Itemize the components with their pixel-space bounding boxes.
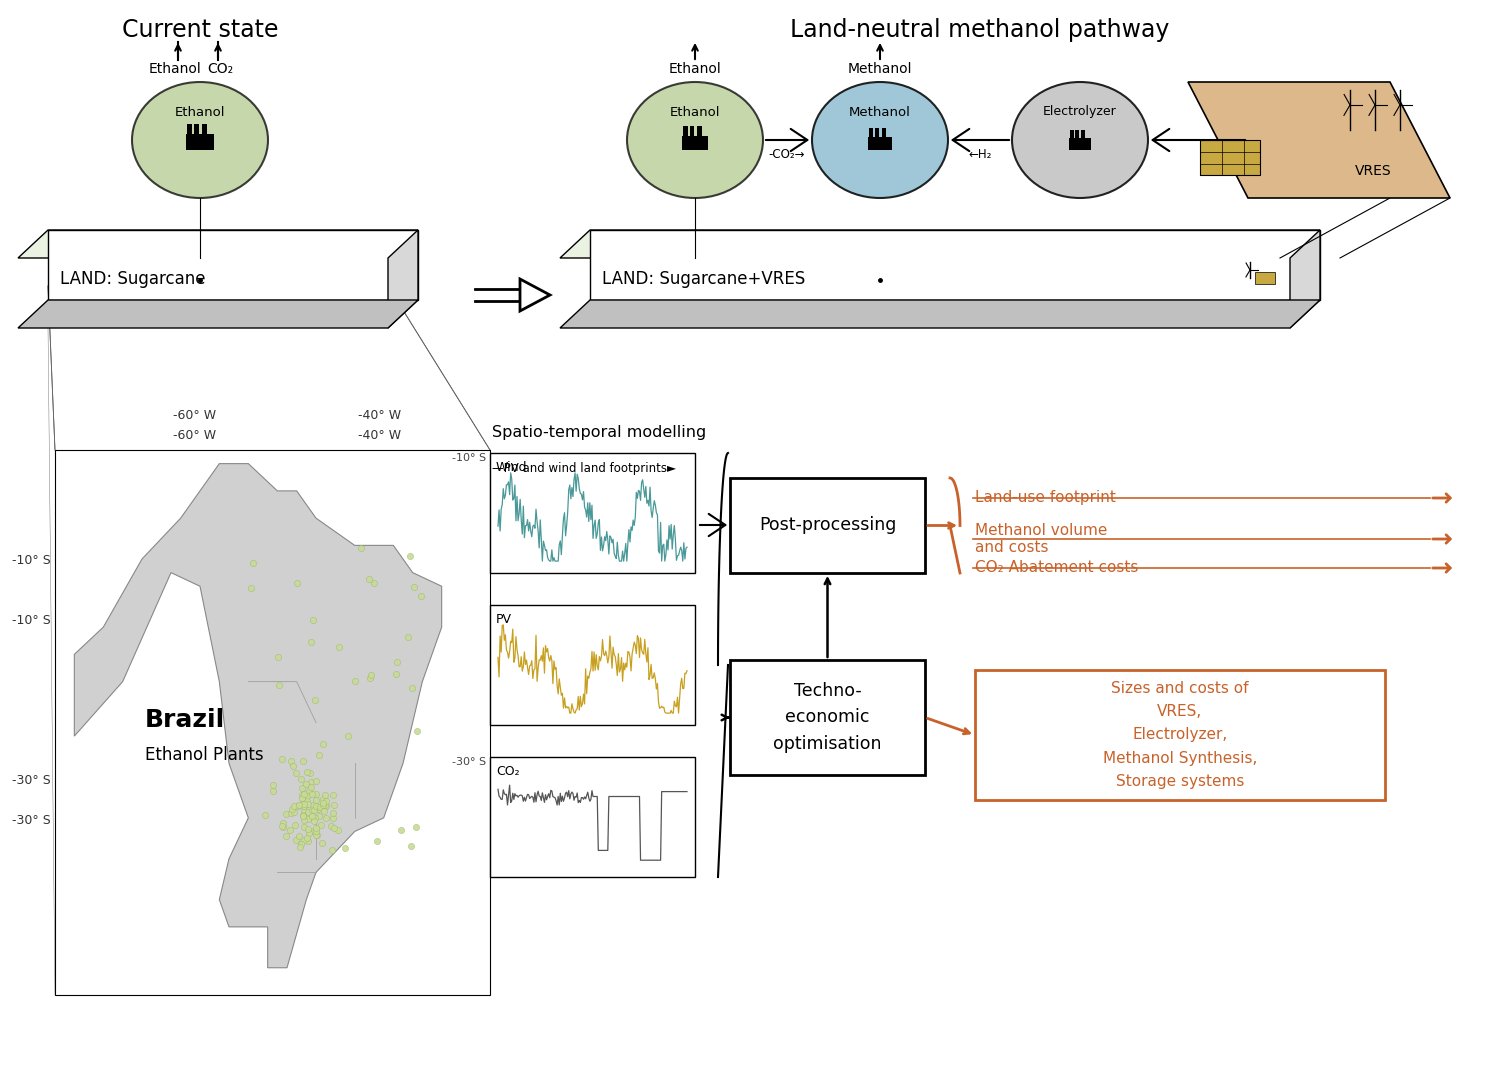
Bar xyxy=(881,128,886,139)
FancyBboxPatch shape xyxy=(975,670,1385,800)
Bar xyxy=(205,134,214,139)
FancyBboxPatch shape xyxy=(55,450,491,995)
Text: —PV and wind land footprints►: —PV and wind land footprints► xyxy=(492,462,676,475)
Text: Post-processing: Post-processing xyxy=(758,517,896,535)
Text: Ethanol Plants: Ethanol Plants xyxy=(145,746,263,764)
FancyBboxPatch shape xyxy=(491,453,696,574)
Text: -60° W: -60° W xyxy=(174,429,217,442)
Bar xyxy=(187,124,191,139)
Text: Methanol volume
and costs: Methanol volume and costs xyxy=(975,523,1107,555)
Text: Wind: Wind xyxy=(497,461,528,474)
Bar xyxy=(194,124,199,135)
Bar xyxy=(682,140,708,150)
Polygon shape xyxy=(75,464,441,968)
Bar xyxy=(875,128,880,137)
Polygon shape xyxy=(589,230,1319,300)
Bar xyxy=(868,136,878,140)
Text: Electrolyzer: Electrolyzer xyxy=(1043,105,1118,118)
Text: ←H₂: ←H₂ xyxy=(968,148,992,161)
Bar xyxy=(884,136,892,140)
Text: Brazil: Brazil xyxy=(145,708,226,732)
Bar xyxy=(1070,141,1091,150)
Bar xyxy=(1079,137,1085,141)
Text: PV: PV xyxy=(497,613,512,626)
Text: CO₂ Abatement costs: CO₂ Abatement costs xyxy=(975,560,1138,575)
Polygon shape xyxy=(560,230,1319,258)
Text: Techno-
economic
optimisation: Techno- economic optimisation xyxy=(773,682,881,753)
Text: Sizes and costs of
VRES,
Electrolyzer,
Methanol Synthesis,
Storage systems: Sizes and costs of VRES, Electrolyzer, M… xyxy=(1103,681,1257,789)
Bar xyxy=(682,135,694,140)
Text: -10° S: -10° S xyxy=(452,453,486,463)
Text: -30° S: -30° S xyxy=(452,757,486,767)
Polygon shape xyxy=(521,279,551,311)
Bar xyxy=(1076,130,1080,139)
Bar xyxy=(697,126,702,137)
Text: -60° W: -60° W xyxy=(174,409,217,422)
Text: Ethanol: Ethanol xyxy=(669,62,721,76)
Text: LAND: Sugarcane: LAND: Sugarcane xyxy=(60,270,205,288)
FancyBboxPatch shape xyxy=(491,757,696,877)
Polygon shape xyxy=(387,230,417,328)
Text: -30° S: -30° S xyxy=(12,813,51,827)
Bar xyxy=(1200,140,1260,175)
Text: CO₂: CO₂ xyxy=(497,765,519,778)
Text: Ethanol: Ethanol xyxy=(670,105,720,118)
Text: Ethanol: Ethanol xyxy=(148,62,202,76)
Bar xyxy=(690,126,694,136)
Bar xyxy=(197,134,206,139)
Text: Methanol: Methanol xyxy=(850,105,911,118)
Bar xyxy=(186,134,199,139)
Bar xyxy=(1070,137,1079,141)
Polygon shape xyxy=(18,230,417,258)
Bar xyxy=(869,128,874,140)
Bar xyxy=(684,126,688,140)
Bar xyxy=(693,135,702,140)
Polygon shape xyxy=(48,230,417,300)
FancyBboxPatch shape xyxy=(491,605,696,725)
Ellipse shape xyxy=(627,82,763,198)
Ellipse shape xyxy=(132,82,268,198)
Polygon shape xyxy=(560,300,1319,328)
Text: -30° S: -30° S xyxy=(12,773,51,786)
Text: Methanol: Methanol xyxy=(848,62,913,76)
Text: -10° S: -10° S xyxy=(12,553,51,566)
Text: VRES: VRES xyxy=(1355,164,1391,178)
Bar xyxy=(1085,137,1091,141)
Text: Land-use footprint: Land-use footprint xyxy=(975,490,1116,505)
Bar xyxy=(700,135,708,140)
Polygon shape xyxy=(1188,82,1450,198)
Polygon shape xyxy=(18,300,417,328)
Text: Land-neutral methanol pathway: Land-neutral methanol pathway xyxy=(790,18,1170,42)
Bar xyxy=(1070,130,1074,141)
Text: Spatio-temporal modelling: Spatio-temporal modelling xyxy=(492,425,706,440)
Bar xyxy=(868,140,892,150)
Bar xyxy=(1082,130,1086,140)
Bar xyxy=(186,139,214,150)
Text: -40° W: -40° W xyxy=(359,409,401,422)
Text: Ethanol: Ethanol xyxy=(175,105,226,118)
FancyBboxPatch shape xyxy=(730,478,925,574)
Ellipse shape xyxy=(1011,82,1147,198)
Text: LAND: Sugarcane+VRES: LAND: Sugarcane+VRES xyxy=(601,270,805,288)
Text: Current state: Current state xyxy=(121,18,278,42)
Bar xyxy=(202,124,206,137)
Text: -40° W: -40° W xyxy=(359,429,401,442)
FancyBboxPatch shape xyxy=(730,661,925,775)
Ellipse shape xyxy=(812,82,948,198)
Text: -10° S: -10° S xyxy=(12,613,51,626)
Text: -CO₂→: -CO₂→ xyxy=(769,148,805,161)
Bar xyxy=(1255,272,1275,284)
Bar xyxy=(878,136,886,140)
Polygon shape xyxy=(1290,230,1319,328)
Text: CO₂: CO₂ xyxy=(206,62,233,76)
